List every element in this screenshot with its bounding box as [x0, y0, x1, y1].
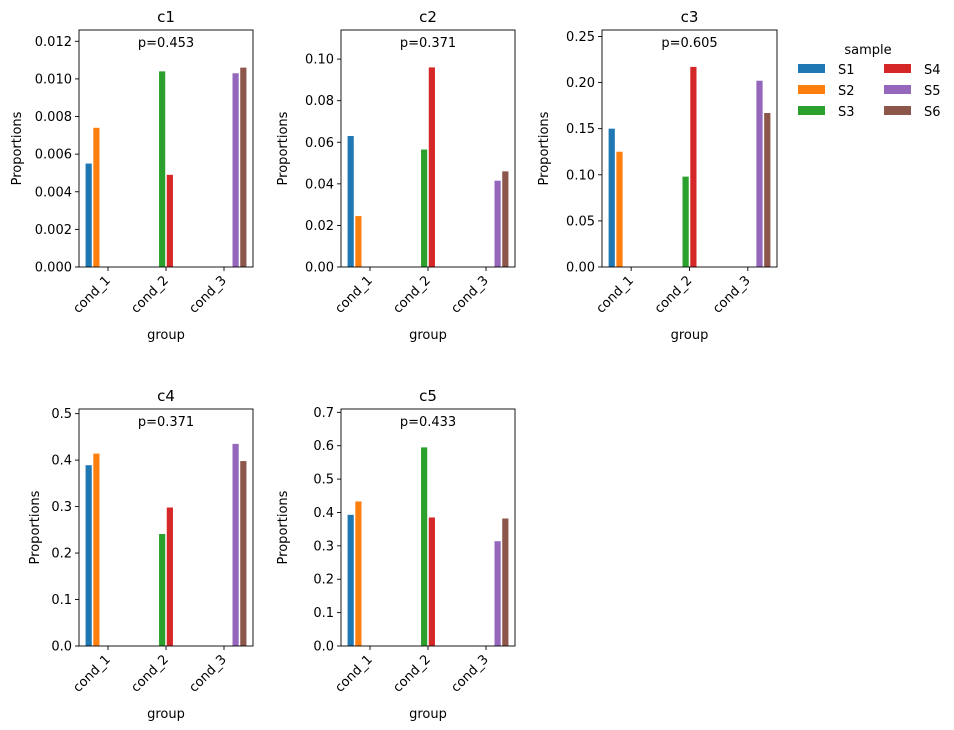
- bar-S4-cond_2: [166, 507, 173, 646]
- p-value-annotation: p=0.605: [661, 36, 717, 51]
- legend-label-S5: S5: [924, 84, 941, 99]
- bar-S6-cond_3: [764, 113, 771, 267]
- legend-swatch-S3: [798, 106, 825, 115]
- panel-title: c4: [157, 387, 175, 405]
- p-value-annotation: p=0.453: [138, 36, 194, 51]
- y-tick-label: 0.2: [51, 547, 72, 562]
- y-tick-label: 0.20: [566, 76, 595, 91]
- legend-label-S3: S3: [838, 105, 855, 120]
- y-tick-label: 0.010: [35, 72, 72, 87]
- y-tick-label: 0.25: [566, 30, 595, 45]
- bar-S5-cond_3: [494, 541, 501, 646]
- y-tick-label: 0.1: [313, 606, 334, 621]
- y-tick-label: 0.4: [51, 454, 72, 469]
- y-tick-label: 0.5: [51, 407, 72, 422]
- y-tick-label: 0.5: [313, 473, 334, 488]
- bar-S1-cond_1: [347, 514, 354, 646]
- legend-swatch-S1: [798, 64, 825, 73]
- bar-S3-cond_2: [682, 176, 689, 267]
- legend-label-S1: S1: [838, 63, 855, 78]
- y-tick-label: 0.002: [35, 223, 72, 238]
- y-axis-label: Proportions: [276, 111, 291, 185]
- p-value-annotation: p=0.371: [400, 36, 456, 51]
- panel-title: c1: [157, 8, 175, 26]
- legend-swatch-S6: [884, 106, 911, 115]
- x-axis-label: group: [409, 328, 447, 343]
- bar-S5-cond_3: [756, 80, 763, 267]
- bar-S3-cond_2: [159, 71, 166, 267]
- y-tick-label: 0.0: [313, 640, 334, 655]
- y-tick-label: 0.00: [566, 261, 595, 276]
- y-tick-label: 0.4: [313, 506, 334, 521]
- legend-title: sample: [844, 43, 891, 58]
- y-tick-label: 0.1: [51, 593, 72, 608]
- legend-swatch-S5: [884, 85, 911, 94]
- legend-swatch-S2: [798, 85, 825, 94]
- x-axis-label: group: [147, 707, 185, 722]
- y-tick-label: 0.00: [305, 261, 334, 276]
- y-tick-label: 0.02: [305, 219, 334, 234]
- bar-S4-cond_2: [690, 66, 697, 267]
- panel-title: c2: [419, 8, 437, 26]
- bar-S4-cond_2: [428, 517, 435, 646]
- y-tick-label: 0.7: [313, 406, 334, 421]
- bar-S2-cond_1: [616, 151, 623, 267]
- x-axis-label: group: [147, 328, 185, 343]
- legend-label-S4: S4: [924, 63, 941, 78]
- y-tick-label: 0.012: [35, 35, 72, 50]
- bar-S6-cond_3: [502, 171, 509, 267]
- y-tick-label: 0.10: [566, 168, 595, 183]
- bar-S3-cond_2: [159, 534, 166, 646]
- y-axis-label: Proportions: [276, 490, 291, 564]
- bar-S2-cond_1: [93, 453, 100, 646]
- y-axis-label: Proportions: [28, 490, 43, 564]
- y-tick-label: 0.2: [313, 573, 334, 588]
- bar-S3-cond_2: [421, 149, 428, 267]
- bar-S5-cond_3: [232, 443, 239, 646]
- bar-S6-cond_3: [502, 518, 509, 646]
- bar-S1-cond_1: [85, 465, 92, 646]
- p-value-annotation: p=0.433: [400, 415, 456, 430]
- bar-S6-cond_3: [240, 67, 247, 268]
- bar-S1-cond_1: [608, 128, 615, 267]
- legend-label-S6: S6: [924, 105, 941, 120]
- bar-S5-cond_3: [232, 73, 239, 267]
- bar-S4-cond_2: [166, 174, 173, 267]
- y-tick-label: 0.000: [35, 261, 72, 276]
- y-tick-label: 0.004: [35, 185, 72, 200]
- y-tick-label: 0.0: [51, 640, 72, 655]
- y-tick-label: 0.3: [313, 539, 334, 554]
- y-tick-label: 0.10: [305, 53, 334, 68]
- bar-S1-cond_1: [347, 136, 354, 267]
- legend-swatch-S4: [884, 64, 911, 73]
- legend: sample S1 S2 S3 S4 S5 S6: [798, 43, 941, 120]
- y-tick-label: 0.15: [566, 122, 595, 137]
- bar-S2-cond_1: [355, 216, 362, 267]
- x-axis-label: group: [671, 328, 709, 343]
- panel-title: c5: [419, 387, 437, 405]
- y-tick-label: 0.08: [305, 94, 334, 109]
- y-tick-label: 0.006: [35, 148, 72, 163]
- y-axis-label: Proportions: [537, 111, 552, 185]
- y-tick-label: 0.06: [305, 136, 334, 151]
- legend-label-S2: S2: [838, 84, 855, 99]
- y-axis-label: Proportions: [10, 111, 25, 185]
- y-tick-label: 0.05: [566, 214, 595, 229]
- bar-S4-cond_2: [428, 67, 435, 267]
- y-tick-label: 0.3: [51, 500, 72, 515]
- bar-S3-cond_2: [421, 447, 428, 646]
- y-tick-label: 0.04: [305, 177, 334, 192]
- bar-S1-cond_1: [85, 163, 92, 267]
- bar-S2-cond_1: [93, 127, 100, 267]
- bar-S2-cond_1: [355, 501, 362, 646]
- bar-S6-cond_3: [240, 461, 247, 646]
- panel-title: c3: [681, 8, 699, 26]
- bar-S5-cond_3: [494, 180, 501, 267]
- y-tick-label: 0.008: [35, 110, 72, 125]
- p-value-annotation: p=0.371: [138, 415, 194, 430]
- x-axis-label: group: [409, 707, 447, 722]
- y-tick-label: 0.6: [313, 439, 334, 454]
